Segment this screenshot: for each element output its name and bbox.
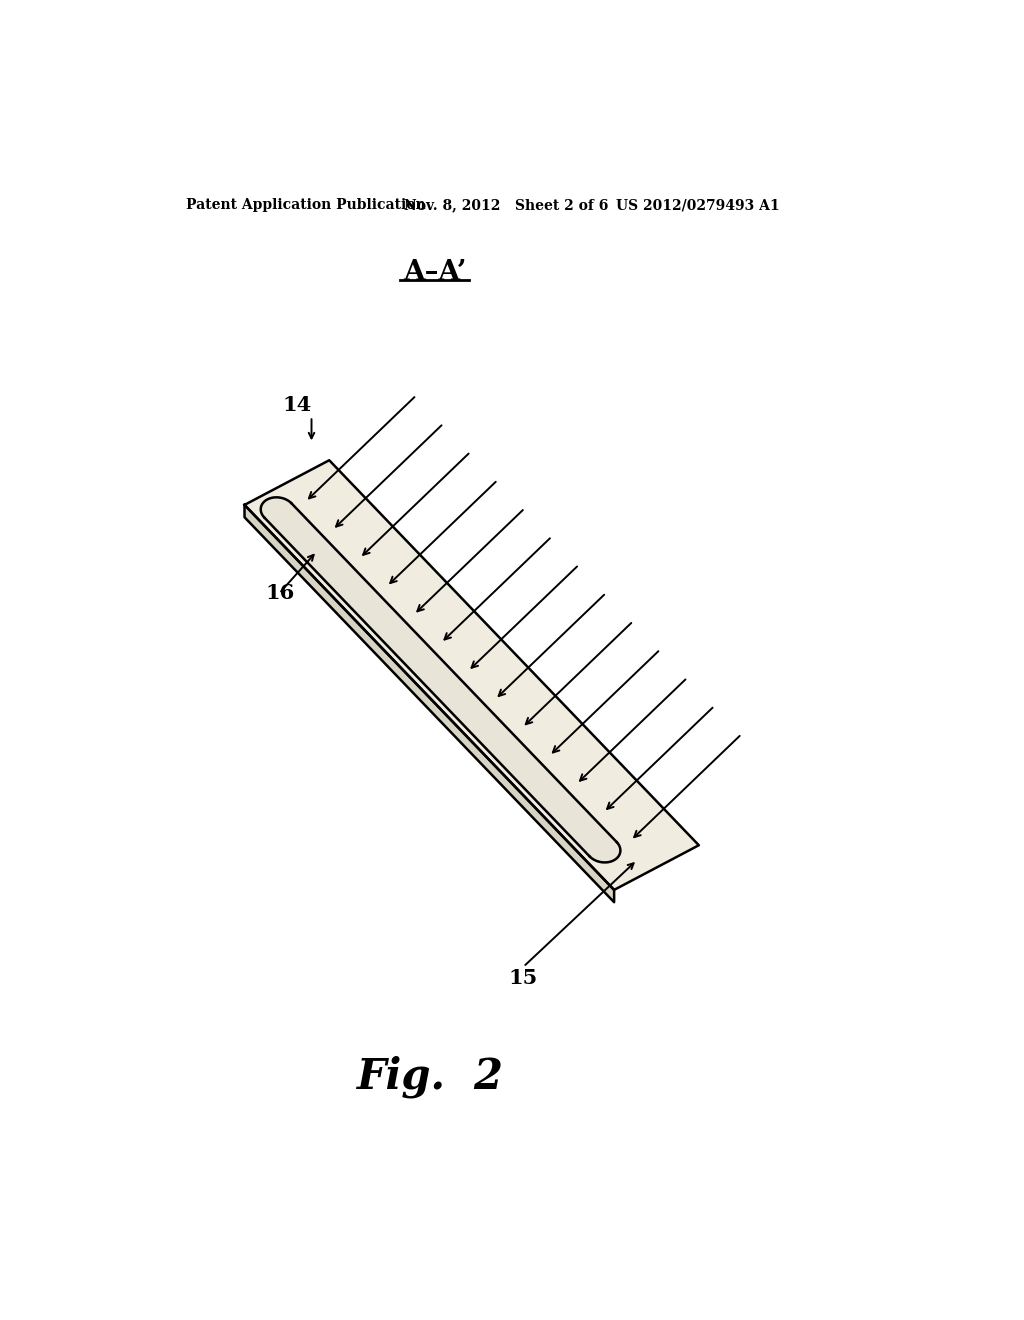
Text: Nov. 8, 2012   Sheet 2 of 6: Nov. 8, 2012 Sheet 2 of 6 [403, 198, 608, 213]
Text: A–A’: A–A’ [403, 259, 467, 285]
Polygon shape [590, 842, 621, 862]
Text: Fig.  2: Fig. 2 [357, 1056, 505, 1098]
Polygon shape [264, 503, 616, 857]
Text: US 2012/0279493 A1: US 2012/0279493 A1 [615, 198, 779, 213]
Polygon shape [245, 506, 614, 903]
Text: 15: 15 [509, 969, 538, 989]
Polygon shape [261, 498, 292, 517]
Text: 16: 16 [265, 583, 295, 603]
Polygon shape [245, 461, 698, 890]
Text: 14: 14 [283, 395, 311, 414]
Text: Patent Application Publication: Patent Application Publication [186, 198, 426, 213]
